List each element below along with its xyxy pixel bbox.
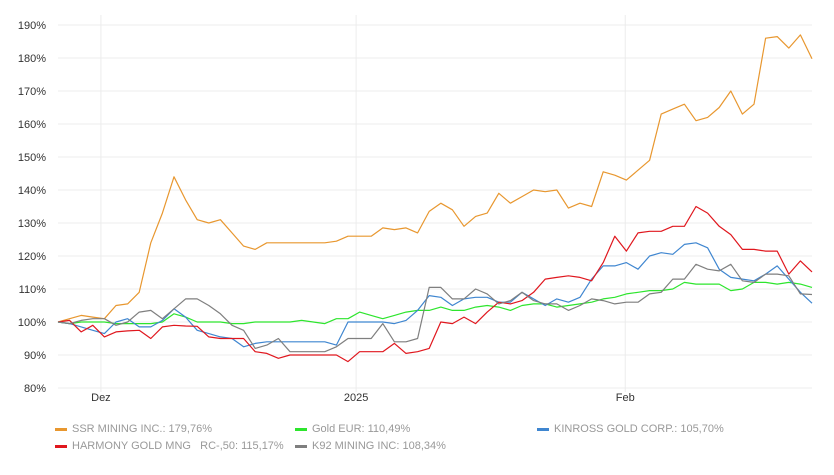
legend-item-kinross[interactable]: KINROSS GOLD CORP.: 105,70% — [537, 423, 724, 435]
x-axis: Dez 2025 Feb — [91, 392, 635, 404]
legend-swatch — [55, 444, 67, 448]
y-tick-label: 120% — [18, 251, 46, 263]
legend-label: KINROSS GOLD CORP.: 105,70% — [554, 423, 724, 435]
y-tick-label: 160% — [18, 119, 46, 131]
legend-swatch — [55, 427, 67, 431]
legend-swatch — [537, 427, 549, 431]
legend-item-gold-eur[interactable]: Gold EUR: 110,49% — [295, 423, 410, 435]
y-tick-label: 80% — [24, 383, 46, 395]
legend-label: K92 MINING INC: 108,34% — [312, 440, 446, 452]
y-axis: 80% 90% 100% 110% 120% 130% 140% 150% 160% 170% 18… — [18, 20, 46, 395]
legend-label: HARMONY GOLD MNG RC-,50: 115,17% — [72, 440, 284, 452]
line-chart: 80% 90% 100% 110% 120% 130% 140% 150% 160% 170% 18… — [18, 15, 813, 404]
legend-swatch — [295, 444, 307, 448]
legend-swatch — [295, 427, 307, 431]
y-tick-label: 150% — [18, 152, 46, 164]
series-line-3 — [57, 205, 813, 363]
series-line-0 — [57, 34, 813, 323]
series-line-2 — [57, 242, 813, 348]
y-tick-label: 190% — [18, 20, 46, 32]
x-tick-label: 2025 — [344, 392, 368, 404]
x-tick-label: Feb — [616, 392, 635, 404]
y-tick-label: 170% — [18, 86, 46, 98]
legend-label: SSR MINING INC.: 179,76% — [72, 423, 212, 435]
legend-label: Gold EUR: 110,49% — [312, 423, 411, 435]
x-tick-label: Dez — [91, 392, 111, 404]
y-tick-label: 140% — [18, 185, 46, 197]
legend-item-harmony[interactable]: HARMONY GOLD MNG RC-,50: 115,17% — [55, 440, 284, 452]
series-line-1 — [57, 281, 813, 325]
legend-item-k92[interactable]: K92 MINING INC: 108,34% — [295, 440, 446, 452]
y-tick-label: 110% — [19, 284, 47, 296]
legend-item-ssr[interactable]: SSR MINING INC.: 179,76% — [55, 423, 212, 435]
y-tick-label: 180% — [18, 53, 46, 65]
y-tick-label: 100% — [18, 317, 46, 329]
y-tick-label: 130% — [18, 218, 46, 230]
y-tick-label: 90% — [24, 350, 46, 362]
series-line-4 — [57, 263, 813, 353]
series-lines — [57, 34, 813, 363]
gridlines — [58, 15, 812, 392]
